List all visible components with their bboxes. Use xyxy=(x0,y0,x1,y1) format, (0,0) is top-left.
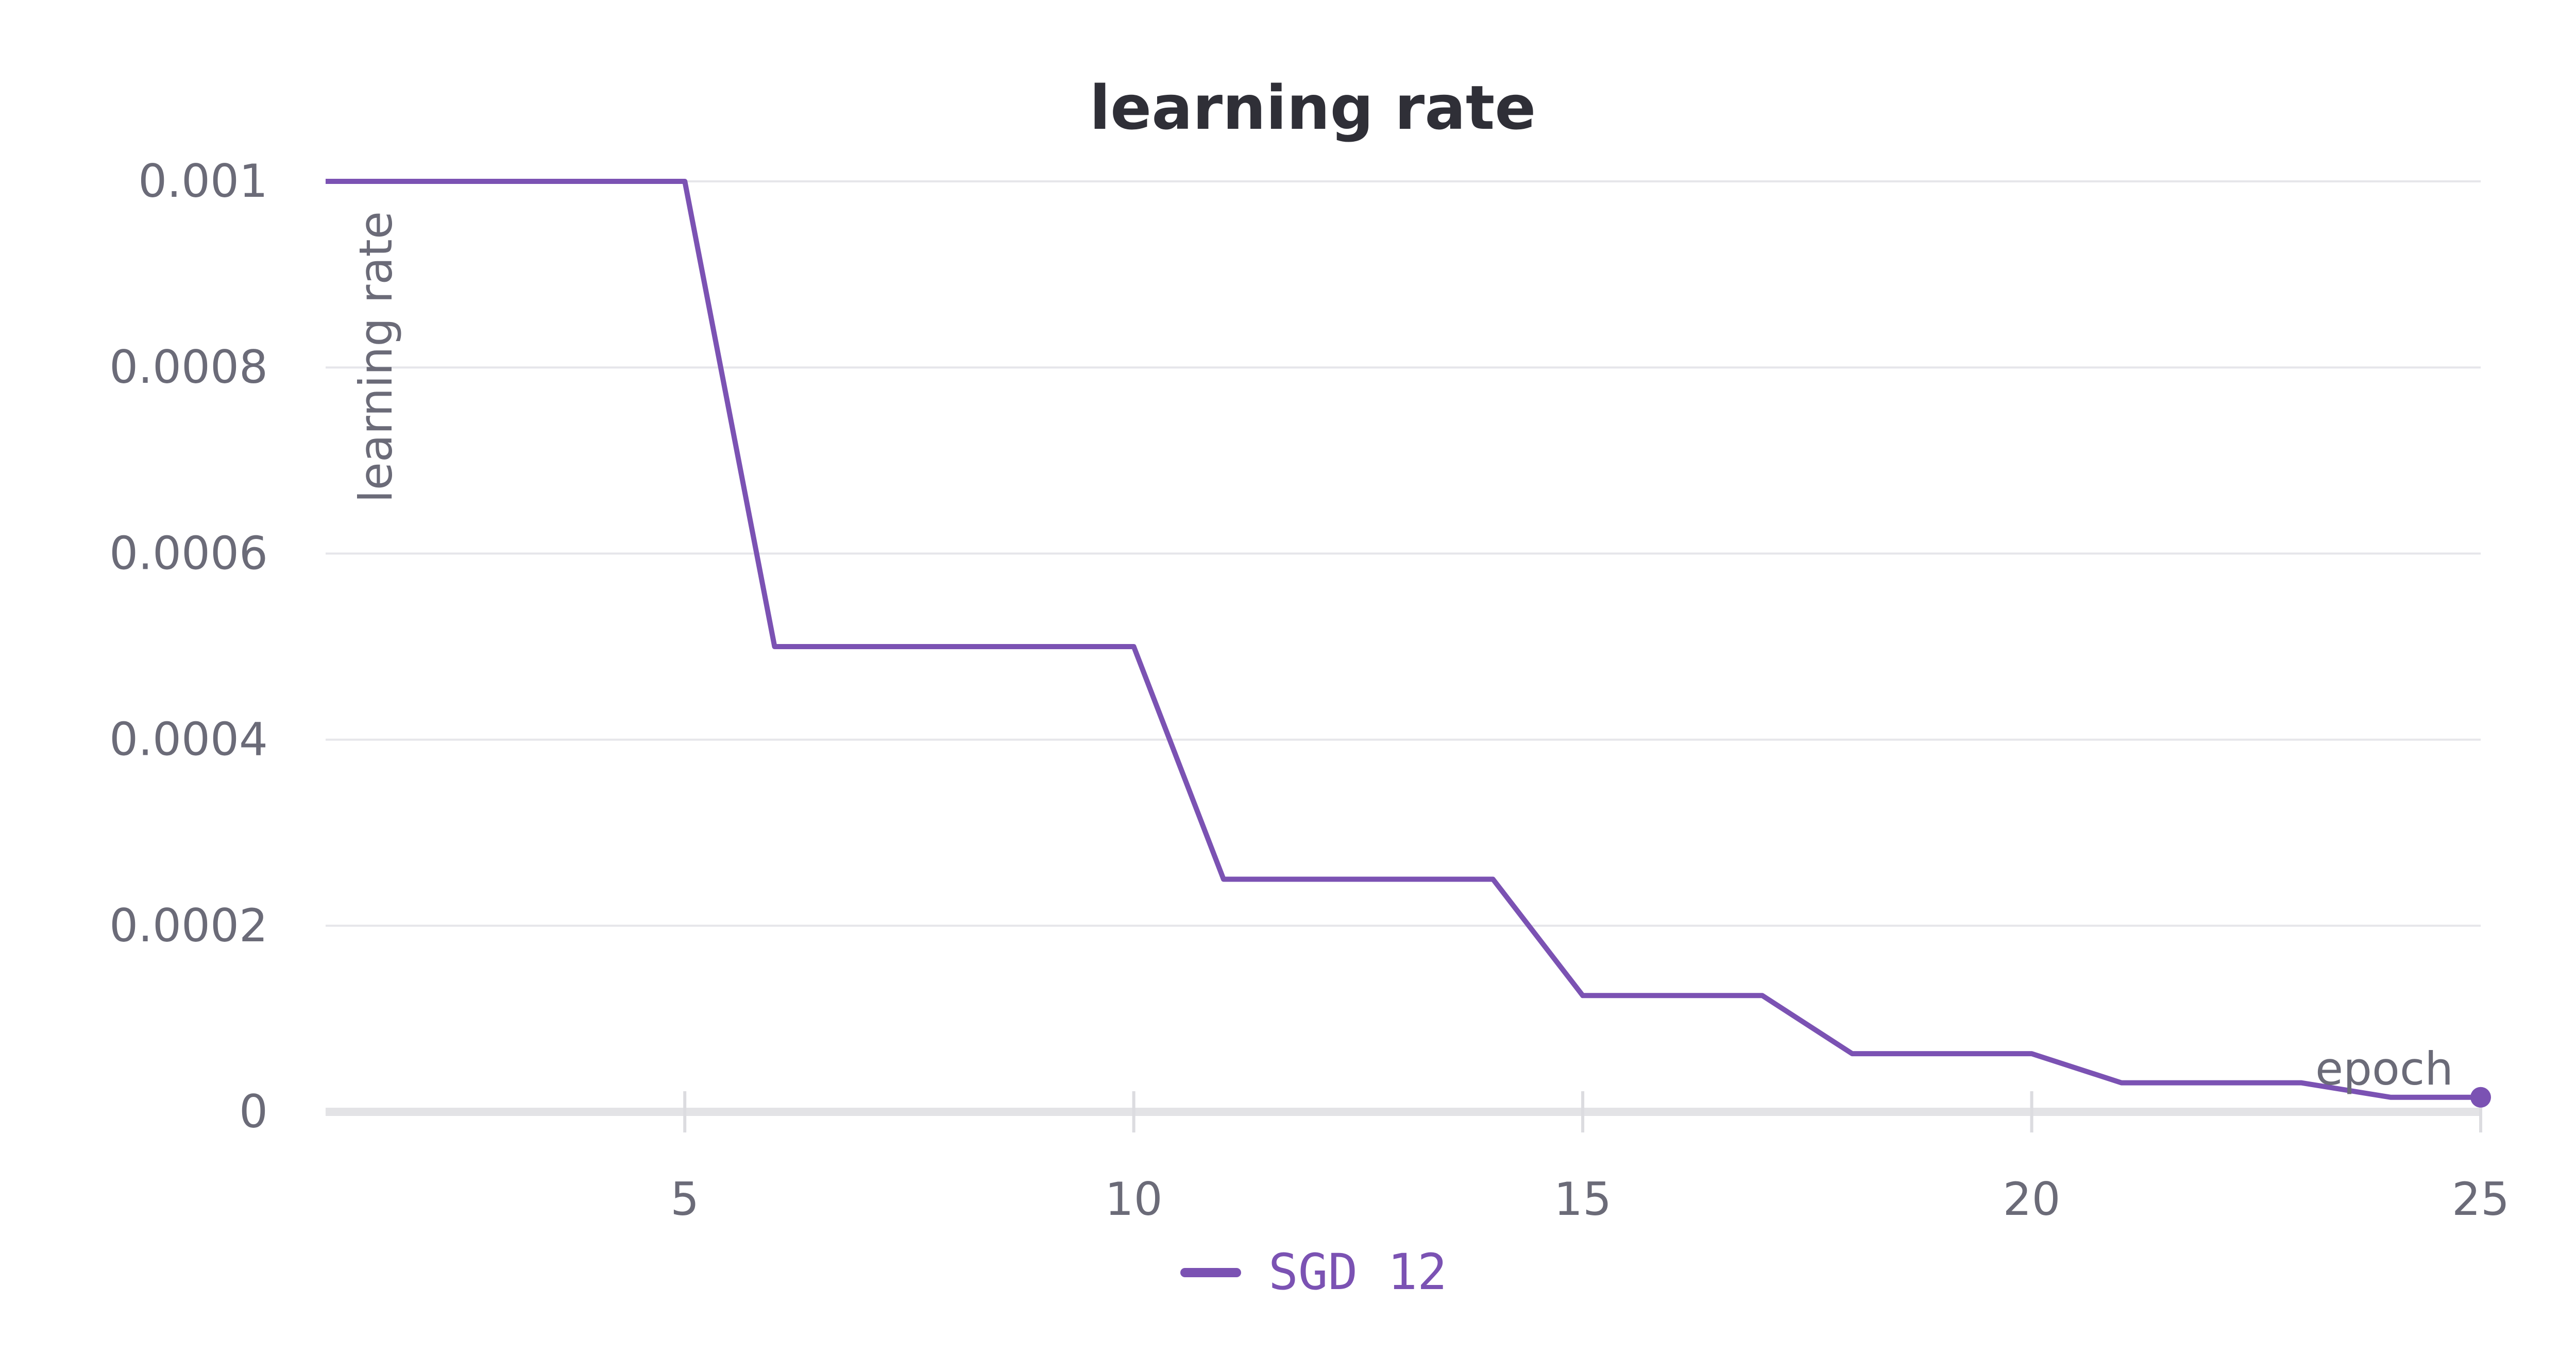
series-endpoint-marker xyxy=(2470,1087,2491,1108)
y-tick-label: 0.0004 xyxy=(109,713,268,766)
x-tick-label: 10 xyxy=(1105,1173,1163,1226)
y-tick-label: 0.0006 xyxy=(109,527,268,580)
series-line xyxy=(326,179,2481,1100)
tick-labels: 0 0.0002 0.0004 0.0006 0.0008 0.001 5 10 15 20 25 xyxy=(109,155,2510,1226)
x-tick-label: 20 xyxy=(2003,1173,2061,1226)
grid-lines xyxy=(326,180,2481,927)
y-tick-label: 0.0008 xyxy=(109,341,268,394)
x-tick-label: 25 xyxy=(2452,1173,2510,1226)
legend-label: SGD 12 xyxy=(1268,1243,1447,1301)
y-axis-label: learning rate xyxy=(349,211,402,503)
y-tick-label: 0.001 xyxy=(138,155,268,208)
x-tick-label: 15 xyxy=(1554,1173,1612,1226)
chart-title: learning rate xyxy=(1090,72,1536,143)
series-lines xyxy=(326,179,2491,1108)
x-axis-label: epoch xyxy=(2315,1042,2453,1095)
legend: SGD 12 xyxy=(1180,1243,1447,1301)
axes xyxy=(326,1091,2482,1132)
y-tick-label: 0 xyxy=(239,1085,268,1138)
x-tick-label: 5 xyxy=(670,1173,699,1226)
y-tick-label: 0.0002 xyxy=(109,899,268,952)
